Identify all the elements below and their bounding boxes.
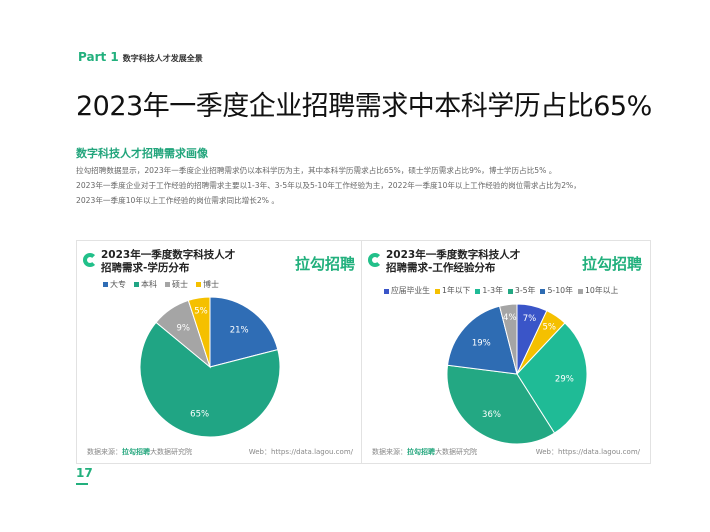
paragraph-line: 2023年一季度10年以上工作经验的岗位需求同比增长2% 。	[76, 196, 279, 205]
pie-data-label: 9%	[176, 324, 190, 334]
chart-footer: 数据来源：拉勾招聘大数据研究院 Web：https://data.lagou.co…	[372, 447, 640, 457]
legend-item: 3-5年	[507, 285, 536, 296]
pie-data-label: 4%	[503, 313, 517, 323]
pie-chart: 21% 65% 9% 5%	[139, 296, 281, 438]
pie-data-label: 65%	[190, 409, 209, 419]
legend-label: 博士	[203, 280, 219, 289]
pie-slice-3-5年	[446, 364, 556, 445]
legend-swatch	[475, 288, 481, 294]
pie-slice-10年以上	[498, 303, 518, 375]
source-label: 数据来源：	[87, 448, 122, 456]
source-text: 数据来源：拉勾招聘大数据研究院	[87, 447, 192, 457]
brand-logo: 拉勾招聘	[294, 255, 355, 273]
legend-item: 大专	[103, 279, 126, 290]
legend-label: 应届毕业生	[391, 286, 430, 295]
chart-title-line: 招聘需求-学历分布	[101, 262, 190, 274]
legend-label: 硕士	[172, 280, 188, 289]
source-brand: 拉勾招聘	[407, 448, 435, 456]
pie-data-label: 5%	[194, 306, 208, 316]
legend-swatch	[540, 288, 546, 294]
pie-slice-5-10年	[446, 305, 518, 375]
web-url: Web：https://data.lagou.com/	[535, 448, 640, 456]
source-suffix: 大数据研究院	[150, 448, 192, 456]
paragraph: 拉勾招聘数据显示，2023年一季度企业招聘需求仍以本科学历为主，其中本科学历需求…	[76, 163, 676, 208]
legend-item: 1-3年	[475, 285, 503, 296]
lagou-logo-icon	[83, 253, 97, 267]
paragraph-line: 拉勾招聘数据显示，2023年一季度企业招聘需求仍以本科学历为主，其中本科学历需求…	[76, 166, 557, 175]
pie-data-label: 5%	[543, 323, 557, 333]
legend-item: 5-10年	[540, 285, 573, 296]
pie-slice-大专	[209, 296, 279, 368]
source-suffix: 大数据研究院	[435, 448, 477, 456]
page-number-underline	[76, 483, 88, 485]
part-header: Part 1 数字科技人才发展全景	[78, 50, 203, 64]
legend-label: 本科	[141, 280, 157, 289]
education-chart-card: 21% 65% 9% 5% 2023年一季度数字科技人才 招聘需求-学历分布 拉勾招聘 …	[76, 240, 364, 464]
legend-item: 本科	[134, 279, 157, 290]
page-number: 17	[76, 466, 93, 480]
legend-swatch	[103, 282, 108, 287]
legend-swatch	[384, 288, 389, 294]
brand-logo: 拉勾招聘	[581, 255, 642, 273]
part-title: 数字科技人才发展全景	[122, 54, 203, 63]
legend-swatch	[196, 282, 201, 287]
chart-title: 2023年一季度数字科技人才 招聘需求-学历分布	[101, 249, 235, 275]
legend-label: 大专	[110, 280, 126, 289]
chart-title-line: 2023年一季度数字科技人才	[101, 249, 236, 261]
chart-title-line: 招聘需求-工作经验分布	[386, 262, 496, 274]
legend-swatch	[577, 288, 583, 294]
section-title: 数字科技人才招聘需求画像	[76, 147, 208, 160]
pie-data-label: 36%	[482, 410, 501, 420]
pie-data-label: 29%	[555, 374, 574, 384]
pie-slice-1-3年	[516, 322, 588, 434]
source-brand: 拉勾招聘	[122, 448, 150, 456]
chart-title: 2023年一季度数字科技人才 招聘需求-工作经验分布	[386, 249, 520, 275]
pie-data-label: 19%	[472, 339, 491, 349]
page-title: 2023年一季度企业招聘需求中本科学历占比65%	[76, 91, 652, 122]
legend-label: 1年以下	[441, 286, 471, 295]
web-url: Web：https://data.lagou.com/	[248, 448, 353, 456]
pie-chart: 7% 5% 29% 36% 19% 4%	[446, 303, 588, 445]
legend-label: 1-3年	[482, 286, 503, 295]
source-text: 数据来源：拉勾招聘大数据研究院	[372, 447, 477, 457]
lagou-logo-icon	[368, 253, 382, 267]
legend-swatch	[165, 282, 170, 287]
legend-label: 3-5年	[514, 286, 536, 295]
legend-item: 博士	[196, 279, 219, 290]
legend-item: 10年以上	[577, 285, 619, 296]
chart-legend: 大专 本科 硕士 博士	[103, 279, 219, 290]
paragraph-line: 2023年一季度企业对于工作经验的招聘需求主要以1-3年、3-5年以及5-10年…	[76, 181, 581, 190]
legend-item: 硕士	[165, 279, 188, 290]
legend-item: 1年以下	[434, 285, 471, 296]
pie-data-label: 21%	[230, 325, 249, 335]
legend-swatch	[434, 288, 440, 294]
pie-slice-本科	[139, 321, 281, 438]
legend-label: 5-10年	[547, 286, 573, 295]
legend-item: 应届毕业生	[384, 285, 430, 296]
source-label: 数据来源：	[372, 448, 407, 456]
part-label: Part 1	[78, 50, 119, 64]
pie-data-label: 7%	[523, 314, 537, 324]
chart-legend: 应届毕业生 1年以下 1-3年 3-5年 5-10年 10年以上	[384, 285, 618, 296]
chart-title-line: 2023年一季度数字科技人才	[386, 249, 521, 261]
legend-label: 10年以上	[584, 286, 619, 295]
legend-swatch	[507, 288, 513, 294]
pie-slice-博士	[187, 296, 211, 368]
chart-footer: 数据来源：拉勾招聘大数据研究院 Web：https://data.lagou.co…	[87, 447, 353, 457]
legend-swatch	[134, 282, 139, 287]
experience-chart-card: 7% 5% 29% 36% 19% 4% 2023年一季度数字科技人才 招聘需求-工作经验分…	[361, 240, 651, 464]
